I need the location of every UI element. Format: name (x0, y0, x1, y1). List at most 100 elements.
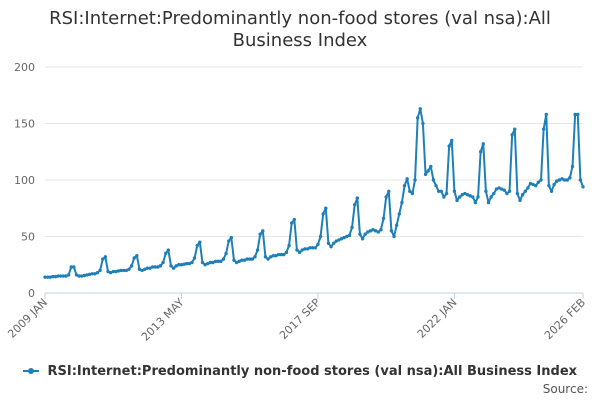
data-point[interactable] (195, 243, 199, 248)
data-point[interactable] (387, 189, 391, 193)
data-point[interactable] (253, 255, 257, 259)
data-point[interactable] (389, 229, 394, 233)
data-point[interactable] (284, 250, 289, 255)
data-point[interactable] (576, 112, 580, 117)
data-point[interactable] (271, 254, 276, 258)
data-point[interactable] (300, 248, 304, 252)
data-point[interactable] (373, 229, 378, 233)
data-point[interactable] (101, 257, 105, 261)
data-point[interactable] (562, 178, 567, 182)
data-point[interactable] (457, 195, 462, 199)
data-point[interactable] (192, 256, 197, 260)
data-point[interactable] (465, 192, 470, 197)
data-point[interactable] (82, 273, 87, 278)
data-point[interactable] (106, 269, 110, 274)
data-point[interactable] (158, 264, 163, 268)
data-point[interactable] (468, 194, 472, 198)
data-point[interactable] (544, 112, 548, 117)
data-point[interactable] (48, 275, 52, 279)
data-point[interactable] (305, 247, 310, 251)
data-point[interactable] (486, 200, 491, 205)
data-point[interactable] (450, 138, 454, 143)
data-point[interactable] (108, 270, 113, 275)
data-point[interactable] (324, 206, 328, 210)
data-point[interactable] (570, 164, 575, 169)
data-point[interactable] (297, 250, 302, 255)
data-point[interactable] (366, 230, 370, 234)
data-point[interactable] (549, 189, 554, 193)
data-point[interactable] (258, 232, 262, 236)
data-point[interactable] (318, 234, 323, 239)
data-point[interactable] (408, 189, 412, 193)
data-point[interactable] (122, 268, 126, 273)
data-point[interactable] (573, 112, 577, 117)
data-point[interactable] (531, 182, 535, 187)
data-point[interactable] (484, 189, 488, 193)
data-point[interactable] (114, 269, 118, 274)
data-point[interactable] (455, 198, 459, 203)
data-point[interactable] (431, 178, 436, 182)
data-point[interactable] (552, 182, 556, 187)
data-point[interactable] (497, 186, 501, 190)
data-point[interactable] (224, 251, 228, 256)
data-point[interactable] (476, 195, 480, 199)
data-point[interactable] (276, 252, 281, 257)
data-point[interactable] (59, 274, 63, 278)
data-point[interactable] (581, 185, 585, 189)
series-line[interactable] (45, 107, 584, 279)
data-point[interactable] (282, 252, 286, 257)
data-point[interactable] (329, 244, 333, 249)
data-point[interactable] (337, 238, 341, 242)
data-point[interactable] (185, 261, 189, 266)
data-point[interactable] (174, 264, 178, 268)
data-point[interactable] (269, 255, 273, 259)
data-point[interactable] (95, 270, 100, 275)
data-point[interactable] (51, 274, 55, 279)
data-point[interactable] (313, 246, 318, 250)
data-point[interactable] (74, 273, 79, 277)
data-point[interactable] (423, 172, 428, 177)
data-point[interactable] (61, 274, 66, 278)
data-point[interactable] (541, 127, 546, 131)
data-point[interactable] (53, 274, 58, 279)
data-point[interactable] (429, 164, 433, 169)
data-point[interactable] (494, 187, 499, 191)
data-point[interactable] (116, 269, 121, 273)
data-point[interactable] (156, 265, 160, 269)
data-point[interactable] (129, 264, 134, 268)
data-point[interactable] (536, 180, 541, 184)
data-point[interactable] (463, 191, 467, 196)
data-point[interactable] (219, 259, 223, 264)
data-point[interactable] (444, 191, 449, 196)
data-point[interactable] (355, 196, 359, 200)
data-point[interactable] (473, 200, 478, 205)
data-point[interactable] (153, 265, 157, 269)
data-point[interactable] (492, 191, 496, 196)
data-point[interactable] (421, 121, 425, 126)
data-point[interactable] (360, 237, 365, 241)
data-point[interactable] (206, 261, 210, 266)
data-point[interactable] (358, 232, 362, 236)
data-point[interactable] (405, 177, 409, 181)
data-point[interactable] (187, 261, 192, 266)
data-point[interactable] (77, 274, 81, 278)
data-point[interactable] (352, 203, 357, 207)
data-point[interactable] (371, 228, 375, 232)
data-point[interactable] (198, 240, 202, 244)
data-point[interactable] (560, 177, 564, 181)
data-point[interactable] (442, 195, 446, 199)
data-point[interactable] (478, 150, 483, 154)
data-point[interactable] (321, 212, 325, 216)
data-point[interactable] (148, 266, 152, 270)
data-point[interactable] (410, 191, 415, 196)
data-point[interactable] (45, 275, 50, 279)
data-point[interactable] (289, 221, 294, 225)
data-point[interactable] (248, 257, 252, 261)
data-point[interactable] (234, 260, 239, 265)
data-point[interactable] (145, 266, 150, 270)
data-point[interactable] (436, 189, 441, 193)
data-point[interactable] (434, 183, 438, 188)
data-point[interactable] (240, 258, 244, 262)
data-point[interactable] (489, 195, 493, 199)
data-point[interactable] (227, 239, 231, 243)
